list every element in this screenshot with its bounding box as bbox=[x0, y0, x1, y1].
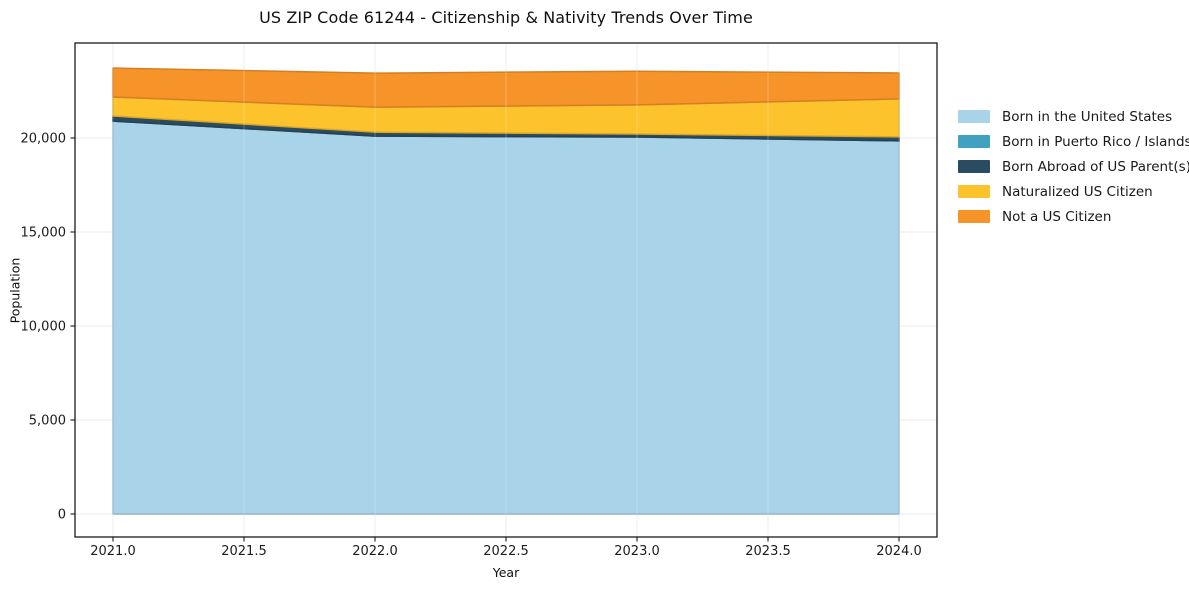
legend-item-born-abroad-of-us-parent-s: Born Abroad of US Parent(s) bbox=[958, 154, 1189, 179]
legend-swatch bbox=[958, 210, 990, 223]
legend-item-born-in-puerto-rico-islands: Born in Puerto Rico / Islands bbox=[958, 129, 1189, 154]
legend-label: Naturalized US Citizen bbox=[1002, 183, 1153, 200]
x-axis-label: Year bbox=[492, 565, 520, 580]
chart-title: US ZIP Code 61244 - Citizenship & Nativi… bbox=[259, 8, 753, 27]
x-tick-label: 2022.0 bbox=[352, 544, 398, 559]
y-tick-label: 15,000 bbox=[21, 226, 67, 241]
legend-label: Not a US Citizen bbox=[1002, 208, 1112, 225]
y-tick-label: 5,000 bbox=[29, 414, 66, 429]
legend-swatch bbox=[958, 135, 990, 148]
legend-item-not-a-us-citizen: Not a US Citizen bbox=[958, 204, 1189, 229]
x-tick-label: 2021.0 bbox=[90, 544, 136, 559]
legend-item-naturalized-us-citizen: Naturalized US Citizen bbox=[958, 179, 1189, 204]
y-tick-label: 20,000 bbox=[21, 131, 67, 146]
legend: Born in the United States Born in Puerto … bbox=[958, 104, 1189, 229]
legend-swatch bbox=[958, 160, 990, 173]
legend-label: Born in the United States bbox=[1002, 108, 1173, 125]
legend-item-born-in-the-united-states: Born in the United States bbox=[958, 104, 1189, 129]
y-tick-label: 10,000 bbox=[21, 320, 67, 335]
x-tick-label: 2024.0 bbox=[876, 544, 922, 559]
x-tick-label: 2022.5 bbox=[483, 544, 529, 559]
x-tick-label: 2023.5 bbox=[745, 544, 791, 559]
x-tick-label: 2021.5 bbox=[221, 544, 267, 559]
y-tick-label: 0 bbox=[58, 508, 66, 523]
legend-label: Born in Puerto Rico / Islands bbox=[1002, 133, 1189, 150]
x-tick-label: 2023.0 bbox=[614, 544, 660, 559]
legend-label: Born Abroad of US Parent(s) bbox=[1002, 158, 1189, 175]
legend-swatch bbox=[958, 110, 990, 123]
y-axis-label: Population bbox=[7, 257, 23, 324]
legend-swatch bbox=[958, 185, 990, 198]
area-not-a-us-citizen bbox=[112, 67, 900, 108]
